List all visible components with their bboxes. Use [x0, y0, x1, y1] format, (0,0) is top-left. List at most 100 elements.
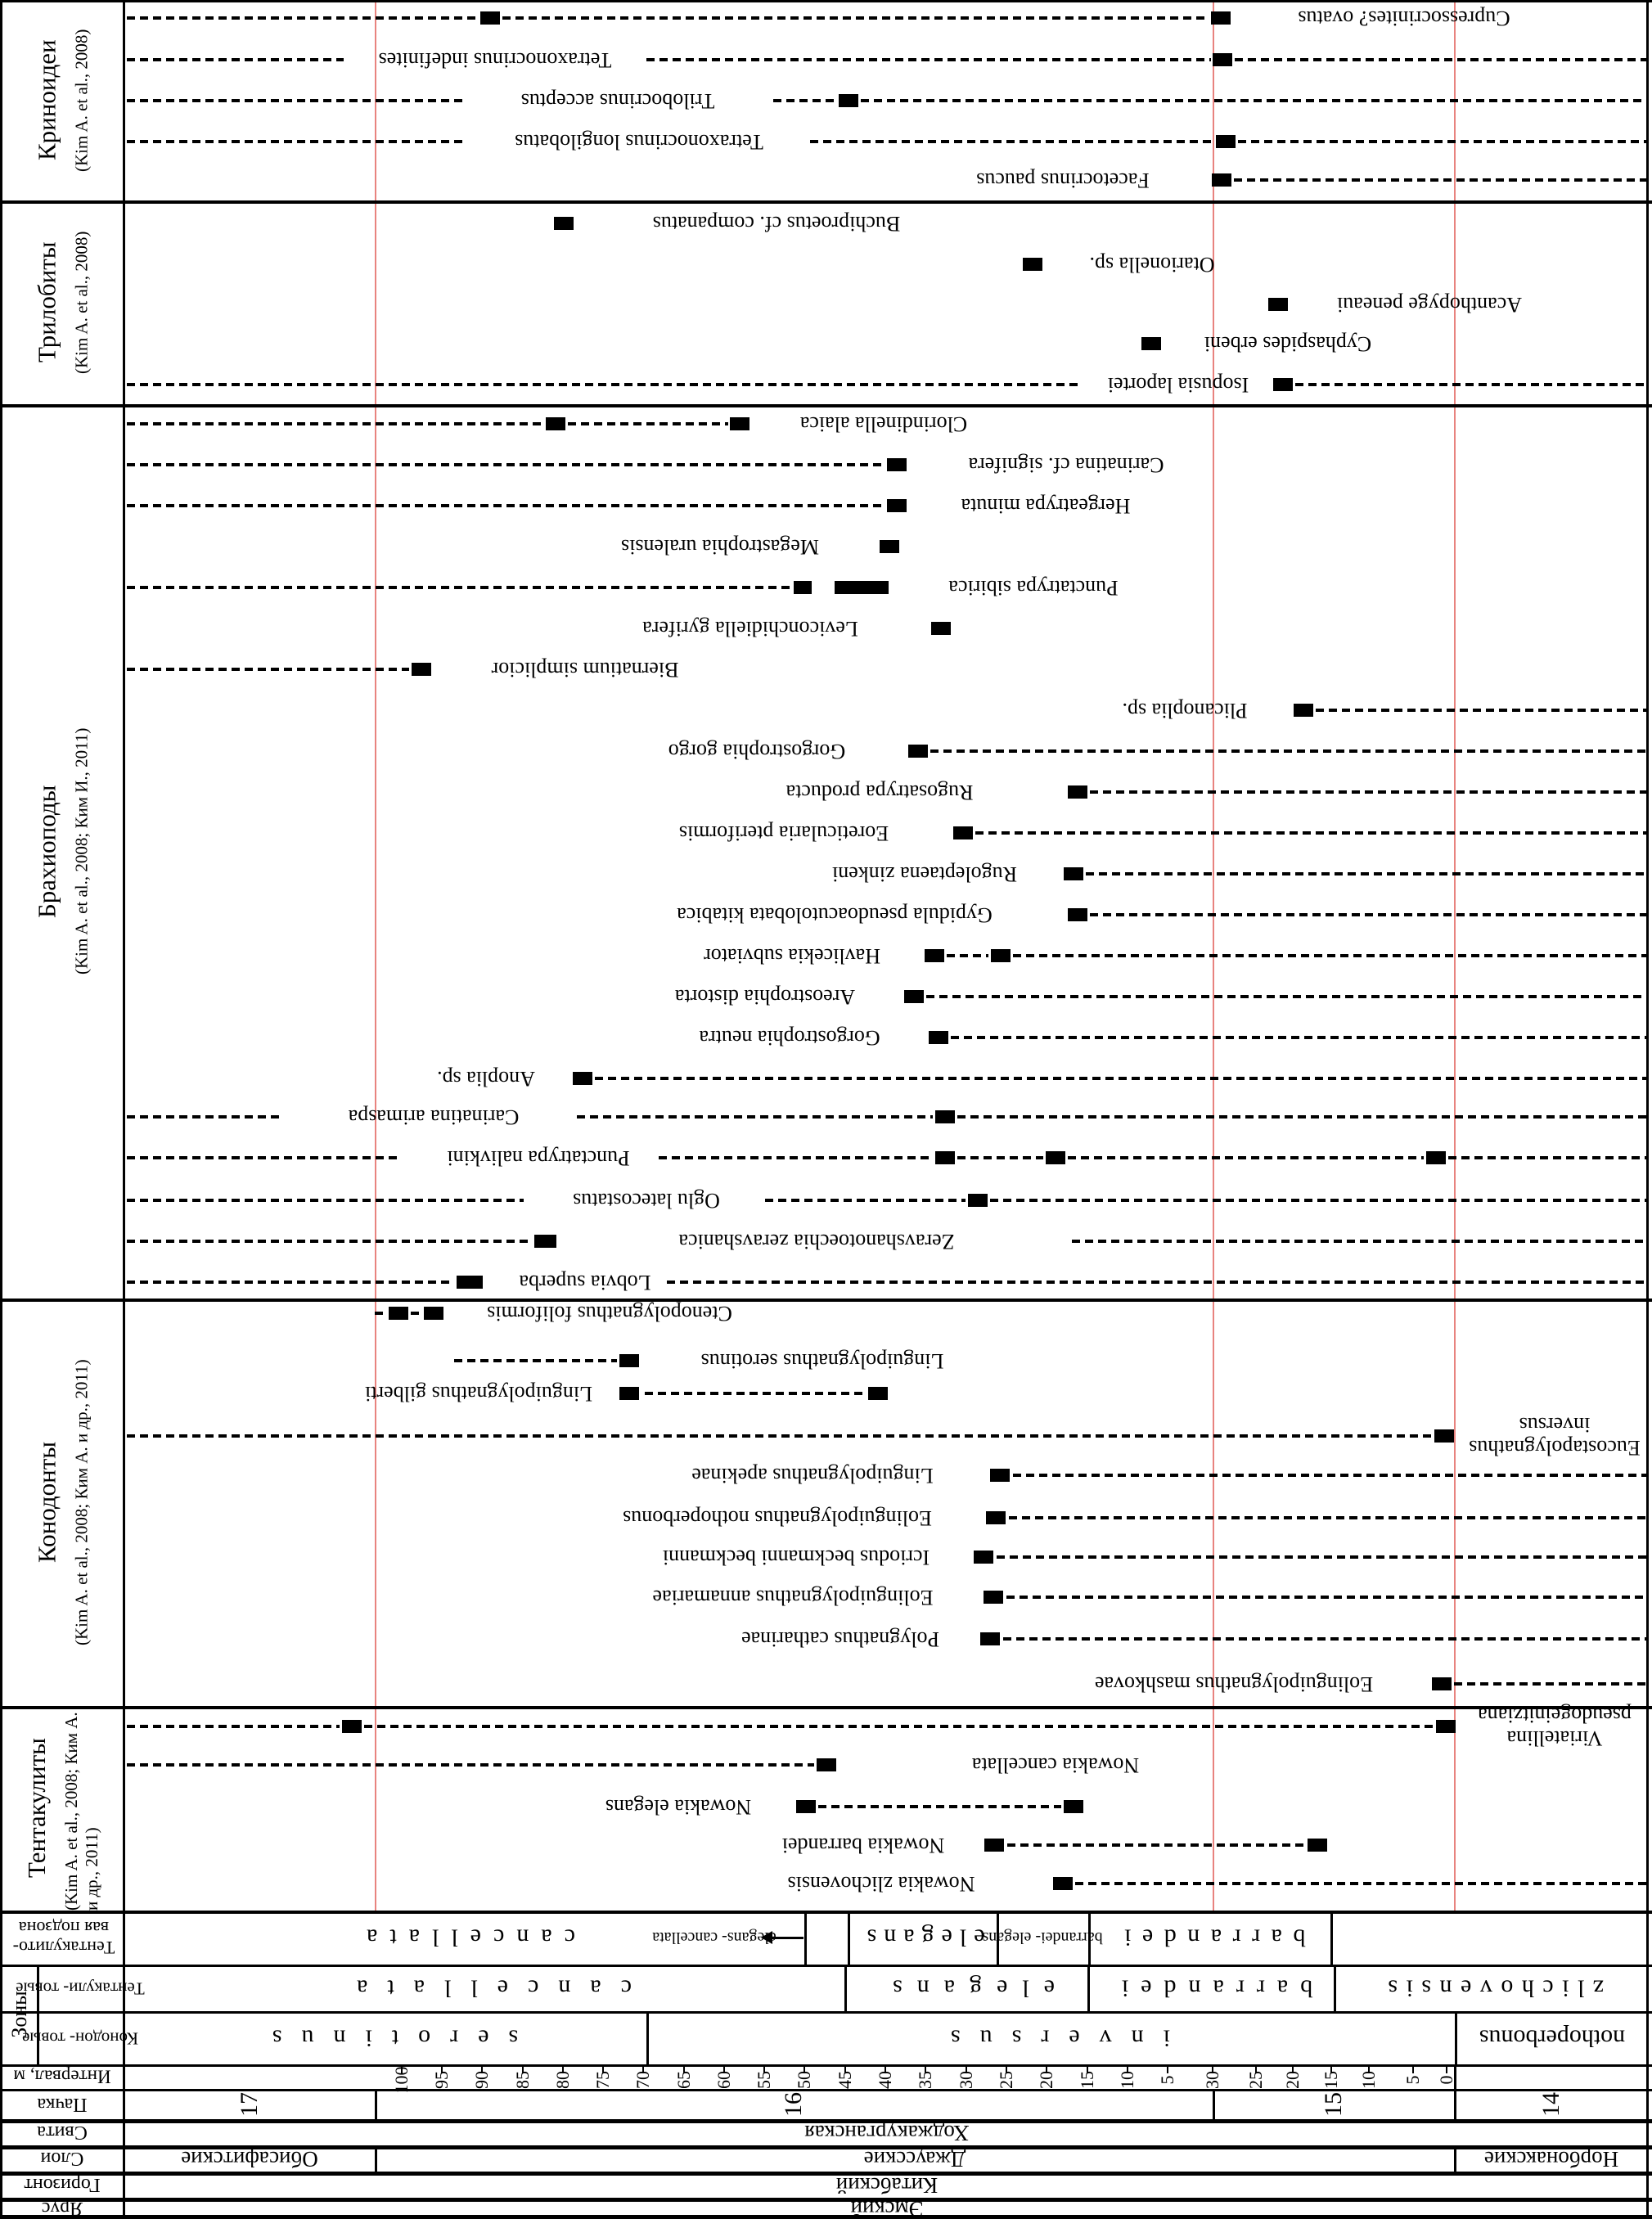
tentaculite-zone-value: elegans — [877, 1974, 1055, 2001]
interval-tick-label-upper: 65 — [673, 2071, 694, 2089]
taxon-label: Nowakia zlichovensis — [787, 1872, 975, 1896]
taxon-label: Lobvia superba — [519, 1271, 651, 1294]
taxon-label: Gorgostrophia neutra — [699, 1026, 880, 1050]
taxon-label: Eolinguipolygnathus mashkovae — [1094, 1672, 1374, 1696]
section-border — [0, 2172, 1652, 2176]
occurrence-marker — [730, 417, 749, 430]
interval-tick-mark — [723, 2066, 725, 2073]
cell-border — [804, 1911, 807, 1965]
occurrence-marker — [1216, 135, 1236, 148]
taxon-label: Gypidula pseudoacutolobata kitabica — [677, 903, 993, 927]
taxon-label: Linguipolygnathus serotinus — [700, 1349, 944, 1373]
range-dashed-line — [947, 954, 988, 957]
interval-cell-border — [1454, 2064, 1456, 2089]
interval-tick-label-lower: 20 — [1282, 2071, 1303, 2089]
occurrence-marker — [796, 1800, 816, 1813]
taxon-label: Viriatellina pseudogeinitziana — [1477, 1704, 1632, 1751]
occurrence-marker — [794, 581, 812, 594]
range-dashed-line — [364, 1725, 1434, 1728]
range-dashed-line — [1072, 1240, 1649, 1243]
occurrence-marker — [457, 1276, 483, 1289]
interval-tick-mark — [683, 2066, 685, 2073]
interval-tick-label-lower: 5 — [1402, 2075, 1423, 2085]
range-dashed-line — [577, 1115, 933, 1119]
interval-tick-label-upper: 25 — [996, 2071, 1016, 2089]
occurrence-marker — [1023, 258, 1042, 271]
formation-row-label: Свита — [37, 2122, 88, 2144]
range-dashed-line — [127, 586, 792, 589]
section-border — [0, 2198, 1652, 2202]
range-dashed-line — [1316, 709, 1649, 712]
range-dashed-line — [810, 140, 1214, 143]
taxon-label: Hergeatrypa minuta — [961, 494, 1130, 518]
range-dashed-line — [646, 58, 1211, 61]
range-dashed-line — [975, 831, 1649, 835]
section-border — [0, 2089, 1652, 2091]
range-dashed-line — [127, 504, 884, 507]
cell-border — [1454, 2145, 1456, 2172]
horizon-value: Китабский — [835, 2172, 938, 2198]
conodont-zone-value: inversus — [931, 2024, 1170, 2051]
cell-border — [1330, 1911, 1333, 1965]
taxon-label: Icriodus beckmanni beckmanni — [662, 1546, 930, 1569]
taxon-label: Zeravshanotoechia zeravshanica — [677, 1230, 955, 1254]
range-dashed-line — [411, 1312, 421, 1315]
range-dashed-line — [127, 1115, 282, 1119]
interval-tick-mark — [522, 2066, 524, 2073]
interval-tick-mark — [441, 2066, 443, 2073]
taxon-label: Rugoleptaena zinkeni — [832, 862, 1017, 886]
range-dashed-line — [127, 383, 1080, 386]
cell-border — [375, 2089, 377, 2119]
range-dashed-line — [127, 463, 884, 466]
occurrence-marker — [1426, 1151, 1446, 1164]
taxon-label: Gorgostrophia gorgo — [668, 740, 846, 763]
range-dashed-line — [1009, 1516, 1649, 1519]
cell-border — [1088, 1911, 1091, 1965]
taxon-label: Nowakia elegans — [605, 1795, 751, 1819]
zones-subcolumn-border — [37, 1965, 39, 2064]
taxon-label: Punctatrypa sibirica — [948, 576, 1119, 600]
interval-tick-label-upper: 10 — [1117, 2071, 1137, 2089]
group-label-cell: (Kim A. et al., 2008; Ким А. и др., 2011… — [0, 1299, 124, 1706]
group-reference: (Kim A. et al., 2008) — [71, 29, 92, 172]
occurrence-marker — [1434, 1429, 1454, 1443]
section-border — [0, 0, 1652, 2]
interval-tick-mark — [844, 2066, 846, 2073]
occurrence-marker — [342, 1720, 362, 1733]
range-dashed-line — [951, 1036, 1649, 1039]
range-dashed-line — [957, 1156, 1043, 1159]
range-dashed-line — [127, 422, 544, 425]
taxon-label: Buchiproetus cf. companatus — [652, 212, 900, 236]
group-label-cell: (Kim A. et al., 2008) Трилобиты — [0, 200, 124, 404]
group-name: Криноидеи — [32, 39, 61, 161]
beds-row-label: Слои — [40, 2148, 84, 2170]
occurrence-marker — [424, 1307, 443, 1320]
cell-border — [844, 1965, 847, 2011]
occurrence-marker — [1053, 1877, 1073, 1890]
occurrence-marker — [904, 990, 924, 1003]
taxon-label: Cyphaspides erbeni — [1204, 332, 1372, 356]
range-dashed-line — [1086, 872, 1649, 875]
interval-tick-mark — [763, 2066, 765, 2073]
taxon-label: Nowakia cancellata — [971, 1753, 1140, 1777]
interval-tick-label-upper: 20 — [1036, 2071, 1056, 2089]
taxon-label: Biernatium simplicior — [491, 658, 679, 682]
occurrence-marker — [619, 1354, 639, 1367]
conodont-zone-value: nothoperbonus — [1479, 2024, 1625, 2051]
section-border — [0, 404, 1652, 407]
group-name: Конодонты — [32, 1441, 61, 1564]
occurrence-marker — [980, 1632, 1000, 1645]
taxon-label: Cupressocrinites? ovatus — [1298, 7, 1510, 30]
occurrence-marker — [573, 1072, 592, 1085]
occurrence-marker — [817, 1758, 836, 1771]
range-dashed-line — [127, 58, 344, 61]
cono-zones-row-label: Конодон- товые — [21, 2028, 139, 2049]
occurrence-marker — [953, 826, 973, 839]
section-border — [0, 2064, 1652, 2067]
range-dashed-line — [818, 1805, 1061, 1808]
interval-tick-label-lower: 25 — [1245, 2071, 1266, 2089]
beds-value: Обисафитские — [181, 2146, 318, 2172]
occurrence-marker — [991, 949, 1011, 962]
interval-tick-mark — [1330, 2066, 1332, 2073]
